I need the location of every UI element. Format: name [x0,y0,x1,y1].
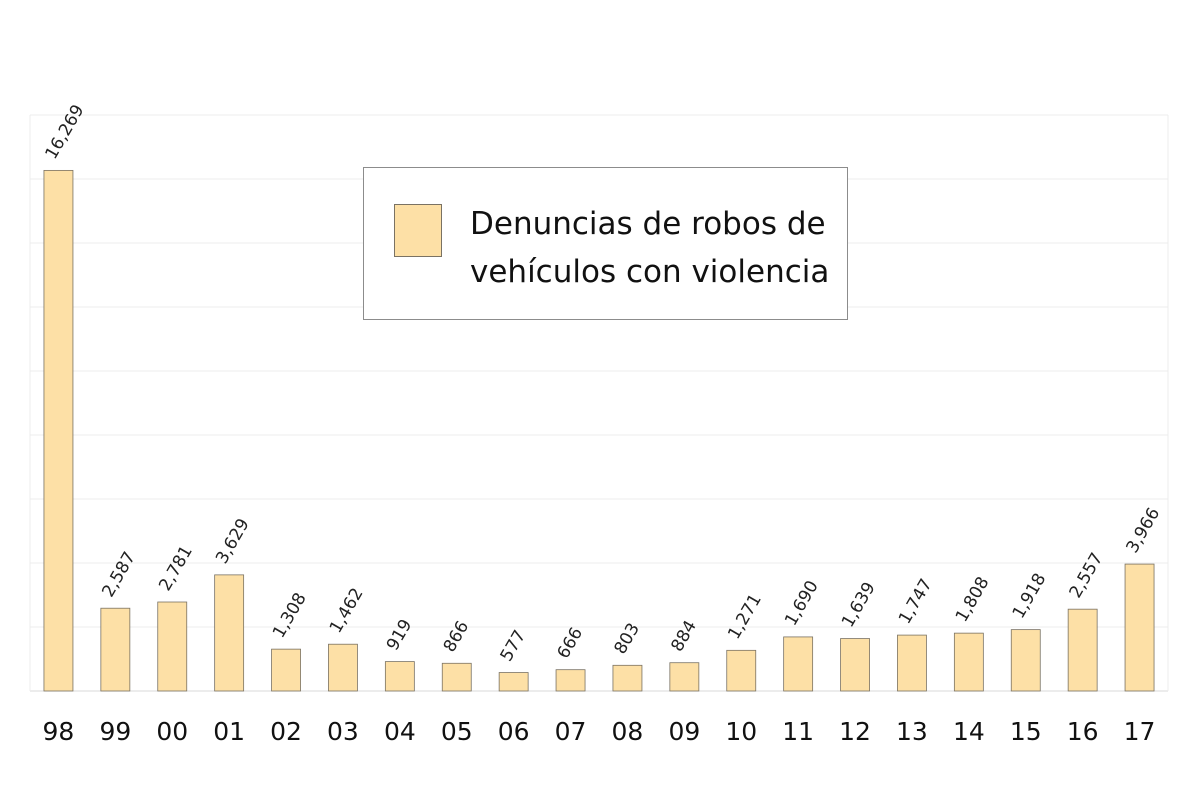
x-tick-label-14: 14 [953,717,985,746]
bar-03 [328,643,358,692]
bar-12 [840,638,870,692]
x-tick-label-00: 00 [156,717,188,746]
bar-11 [783,636,814,692]
value-label-98: 16,269 [41,101,88,163]
bar-99 [100,607,131,692]
bar-05 [441,662,472,692]
value-label-07: 666 [554,624,588,662]
bar-04 [384,661,415,692]
bar-15 [1010,629,1041,692]
value-label-05: 866 [440,618,474,656]
value-label-15: 1,918 [1009,570,1051,622]
value-label-04: 919 [383,616,417,654]
x-tick-label-09: 09 [668,717,700,746]
x-tick-label-03: 03 [327,717,359,746]
value-label-10: 1,271 [724,591,766,643]
x-tick-label-02: 02 [270,717,302,746]
x-tick-label-12: 12 [839,717,871,746]
legend-swatch [394,204,442,257]
bar-17 [1124,563,1155,692]
bar-10 [726,649,757,692]
x-tick-label-17: 17 [1124,717,1156,746]
bar-06 [498,672,529,692]
bar-00 [157,601,188,692]
bar-02 [271,648,301,692]
value-label-02: 1,308 [269,589,311,641]
x-tick-label-98: 98 [43,717,75,746]
value-label-14: 1,808 [952,573,994,625]
bar-01 [214,574,245,692]
x-tick-label-01: 01 [213,717,245,746]
x-tick-label-06: 06 [498,717,530,746]
value-label-01: 3,629 [212,515,254,567]
bar-13 [897,634,927,692]
value-label-00: 2,781 [155,542,197,594]
bar-98 [43,169,74,692]
x-tick-label-04: 04 [384,717,416,746]
value-label-06: 577 [497,627,531,665]
x-tick-label-16: 16 [1067,717,1099,746]
x-tick-label-07: 07 [555,717,587,746]
value-label-09: 884 [667,617,701,655]
value-label-11: 1,690 [781,577,823,629]
x-tick-label-99: 99 [99,717,131,746]
value-label-16: 2,557 [1066,550,1108,602]
legend: Denuncias de robos de vehículos con viol… [363,167,848,320]
bar-16 [1067,608,1098,692]
x-tick-label-10: 10 [725,717,757,746]
bar-07 [555,669,586,692]
bar-14 [953,632,984,692]
value-label-17: 3,966 [1123,504,1165,556]
x-tick-label-15: 15 [1010,717,1042,746]
x-tick-label-13: 13 [896,717,928,746]
bar-08 [612,664,643,692]
legend-label: Denuncias de robos de vehículos con viol… [470,206,830,290]
value-label-12: 1,639 [838,579,880,631]
x-tick-label-11: 11 [782,717,814,746]
x-tick-label-08: 08 [612,717,644,746]
value-label-03: 1,462 [326,585,368,637]
value-label-13: 1,747 [895,575,937,627]
value-label-99: 2,587 [98,549,140,601]
x-tick-label-05: 05 [441,717,473,746]
value-label-08: 803 [610,620,644,658]
bar-09 [669,662,700,692]
